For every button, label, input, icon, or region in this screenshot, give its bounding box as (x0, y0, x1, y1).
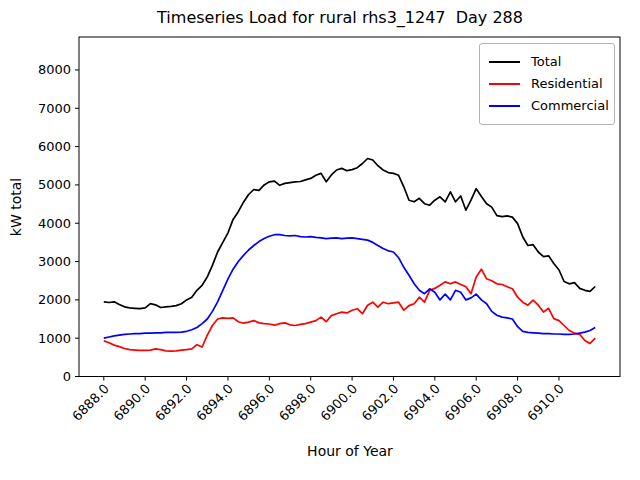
x-tick-label: 6892.0 (152, 381, 195, 424)
y-axis-label: kW total (8, 178, 24, 236)
x-tick-label: 6888.0 (69, 381, 112, 424)
y-tick-label: 8000 (38, 62, 71, 77)
y-tick-label: 6000 (38, 139, 71, 154)
x-tick-label: 6890.0 (111, 381, 154, 424)
chart-title: Timeseries Load for rural rhs3_1247 Day … (40, 8, 640, 27)
x-tick-label: 6902.0 (359, 381, 402, 424)
x-tick-label: 6898.0 (276, 381, 319, 424)
legend-item-commercial: Commercial (489, 95, 606, 117)
y-tick-label: 2000 (38, 292, 71, 307)
commercial-line-swatch (489, 105, 520, 107)
y-tick-label: 3000 (38, 254, 71, 269)
legend-item-total: Total (489, 51, 606, 73)
x-tick-label: 6908.0 (483, 381, 526, 424)
legend: Total Residential Commercial (479, 43, 615, 125)
residential-line-swatch (489, 83, 520, 85)
y-tick-label: 0 (63, 369, 71, 384)
x-tick-label: 6910.0 (524, 381, 567, 424)
y-tick-label: 1000 (38, 331, 71, 346)
total-line-swatch (489, 61, 520, 63)
y-tick-label: 7000 (38, 101, 71, 116)
x-axis-label: Hour of Year (60, 443, 640, 459)
x-tick-label: 6906.0 (442, 381, 485, 424)
chart-figure: 0100020003000400050006000700080006888.06… (0, 0, 640, 480)
legend-item-residential: Residential (489, 73, 606, 95)
legend-label-commercial: Commercial (531, 95, 609, 117)
y-tick-label: 5000 (38, 177, 71, 192)
y-tick-label: 4000 (38, 216, 71, 231)
x-tick-label: 6900.0 (317, 381, 360, 424)
legend-label-total: Total (531, 51, 561, 73)
legend-label-residential: Residential (531, 73, 603, 95)
x-tick-label: 6894.0 (193, 381, 236, 424)
x-tick-label: 6904.0 (400, 381, 443, 424)
x-tick-label: 6896.0 (235, 381, 278, 424)
